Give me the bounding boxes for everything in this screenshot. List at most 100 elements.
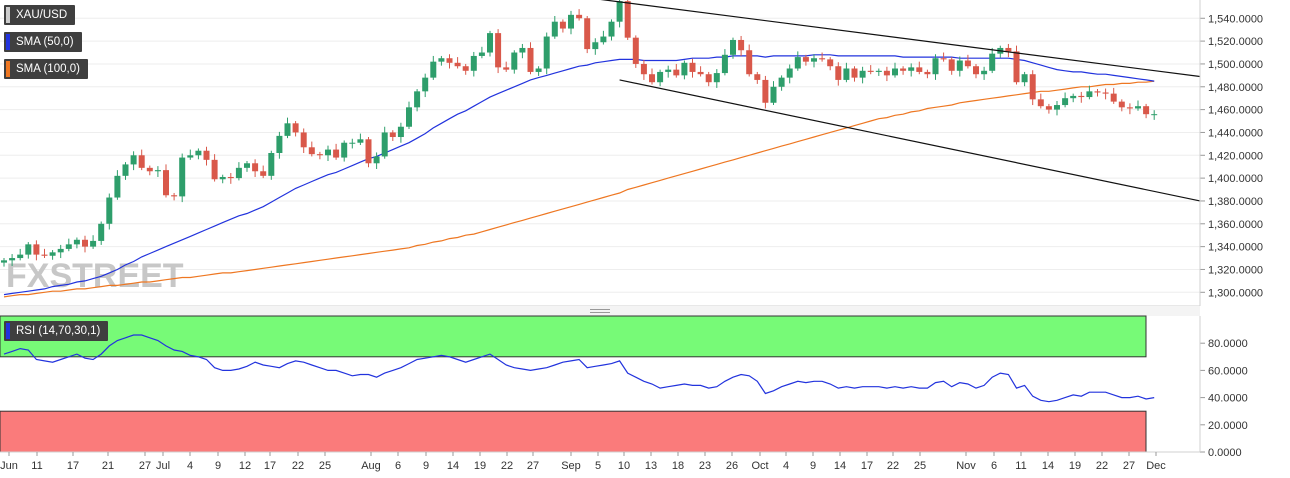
candle bbox=[875, 68, 882, 76]
candle bbox=[1102, 88, 1109, 100]
candle-body bbox=[349, 142, 356, 144]
candle-body bbox=[422, 77, 429, 92]
candle bbox=[1029, 70, 1036, 106]
candle-body bbox=[503, 67, 510, 70]
candle-body bbox=[956, 60, 963, 71]
candle bbox=[349, 138, 356, 149]
candle bbox=[762, 75, 769, 109]
x-tick-label: 22 bbox=[1096, 460, 1108, 472]
candle-body bbox=[543, 36, 550, 69]
legend-symbol[interactable]: XAU/USD bbox=[4, 5, 76, 25]
candle bbox=[397, 122, 404, 143]
candle bbox=[1118, 99, 1125, 112]
candle bbox=[211, 154, 218, 182]
legend-sma50[interactable]: SMA (50,0) bbox=[4, 32, 82, 52]
candle bbox=[851, 66, 858, 82]
price-y-tick-label: 1,380.0000 bbox=[1208, 196, 1263, 208]
x-tick-label: 9 bbox=[810, 460, 816, 472]
candle-body bbox=[138, 155, 145, 168]
candle bbox=[786, 64, 793, 84]
legend-symbol-swatch bbox=[6, 7, 10, 23]
candle-body bbox=[908, 67, 915, 71]
candle bbox=[1135, 100, 1141, 111]
candle-body bbox=[98, 223, 105, 241]
candle bbox=[284, 117, 291, 139]
candle-body bbox=[65, 244, 72, 249]
rsi-path bbox=[3, 334, 1155, 403]
panel-resize-handle[interactable] bbox=[0, 306, 1200, 316]
candle-body bbox=[244, 163, 250, 168]
candle bbox=[122, 162, 129, 180]
candle-body bbox=[770, 86, 777, 103]
candle bbox=[1005, 43, 1012, 58]
legend-sma100-label: SMA (100,0) bbox=[16, 63, 80, 75]
legend-sma100[interactable]: SMA (100,0) bbox=[4, 59, 88, 79]
candle bbox=[219, 174, 226, 184]
x-tick-label: 22 bbox=[887, 460, 899, 472]
candle-body bbox=[163, 170, 169, 196]
candle-body bbox=[738, 39, 745, 51]
candle-body bbox=[1, 260, 7, 263]
candle bbox=[527, 42, 534, 75]
candle-body bbox=[389, 132, 396, 138]
legend-sma50-swatch bbox=[6, 34, 10, 50]
candle-body bbox=[640, 63, 647, 75]
candle bbox=[649, 68, 655, 85]
candle-body bbox=[576, 14, 583, 19]
trendlines bbox=[600, 0, 1201, 202]
x-tick-label: Jun bbox=[0, 460, 18, 472]
candle bbox=[673, 63, 680, 78]
x-tick-label: Sep bbox=[561, 460, 581, 472]
candle-body bbox=[1086, 91, 1093, 98]
candle-body bbox=[835, 66, 842, 80]
candle bbox=[908, 63, 915, 77]
legend-sma50-label: SMA (50,0) bbox=[16, 36, 74, 48]
candle bbox=[778, 75, 785, 91]
candle bbox=[511, 50, 518, 74]
candle-body bbox=[600, 36, 607, 43]
candle bbox=[98, 221, 105, 245]
candle bbox=[430, 55, 437, 80]
candle bbox=[1086, 85, 1093, 100]
candle bbox=[584, 15, 591, 54]
candle bbox=[989, 47, 996, 74]
candle-body bbox=[1094, 91, 1101, 93]
candle-body bbox=[9, 258, 16, 261]
x-tick-label: Jul bbox=[156, 460, 170, 472]
candle-body bbox=[721, 54, 728, 74]
candle-body bbox=[519, 47, 526, 53]
candle-body bbox=[1102, 92, 1109, 94]
candle-body bbox=[90, 240, 97, 247]
candle bbox=[389, 130, 396, 142]
candle bbox=[203, 146, 210, 166]
legend-rsi[interactable]: RSI (14,70,30,1) bbox=[4, 321, 109, 341]
candle bbox=[357, 133, 364, 146]
candle-body bbox=[397, 126, 404, 138]
candle-body bbox=[341, 142, 348, 158]
candle-body bbox=[414, 91, 421, 108]
candle-body bbox=[114, 175, 121, 198]
candle-body bbox=[495, 33, 502, 68]
candle-body bbox=[252, 163, 259, 172]
candle-body bbox=[527, 47, 534, 72]
candle bbox=[33, 240, 40, 261]
candle bbox=[697, 66, 704, 77]
candle-body bbox=[203, 150, 210, 160]
candle bbox=[1, 258, 7, 267]
candle-body bbox=[1054, 105, 1060, 110]
candle bbox=[956, 56, 963, 77]
candle-body bbox=[462, 66, 469, 71]
candle-body bbox=[25, 244, 32, 255]
candle-body bbox=[689, 62, 696, 72]
candle bbox=[195, 148, 202, 160]
x-tick-label: 22 bbox=[501, 460, 513, 472]
x-tick-label: 22 bbox=[292, 460, 304, 472]
fxstreet-watermark: FXSTREET bbox=[6, 257, 184, 295]
candle-body bbox=[1062, 98, 1069, 106]
candle bbox=[730, 37, 736, 59]
candle bbox=[1126, 103, 1133, 115]
candle bbox=[365, 137, 372, 168]
x-tick-label: 23 bbox=[699, 460, 711, 472]
candle bbox=[381, 126, 388, 159]
